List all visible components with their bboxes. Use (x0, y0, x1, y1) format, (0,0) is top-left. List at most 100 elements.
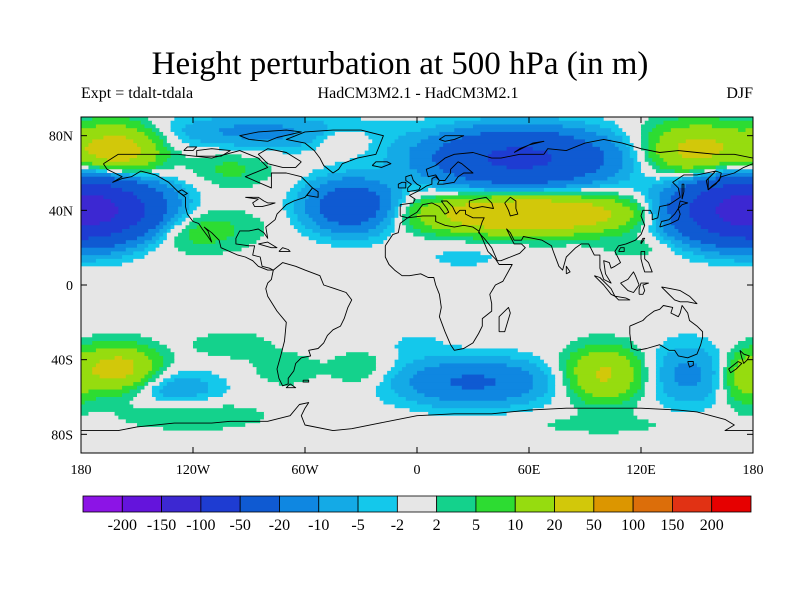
field-cell (81, 128, 138, 133)
field-cell (110, 184, 149, 189)
field-cell (148, 229, 160, 234)
field-cell (133, 363, 153, 368)
field-cell (547, 363, 560, 368)
field-cell (648, 195, 661, 200)
field-cell (614, 143, 627, 148)
field-cell (622, 400, 638, 406)
field-cell (614, 199, 631, 204)
field-cell (420, 199, 444, 204)
field-cell (394, 404, 433, 409)
field-cell (633, 341, 664, 346)
field-cell (652, 199, 661, 204)
field-cell (185, 165, 216, 170)
field-cell (387, 154, 411, 159)
field-cell (387, 236, 426, 241)
field-cell (282, 348, 399, 353)
colorbar-box (318, 495, 359, 513)
field-cell (263, 337, 403, 342)
field-cell (170, 128, 183, 133)
field-cell (648, 146, 657, 152)
field-cell (622, 128, 642, 133)
field-cell (170, 124, 187, 129)
field-cell (402, 214, 411, 219)
colorbar-label: 2 (433, 517, 441, 534)
field-cell (592, 143, 616, 148)
field-cell (454, 173, 586, 178)
field-cell (170, 143, 190, 148)
field-cell (387, 225, 396, 230)
field-cell (271, 341, 399, 346)
field-cell (409, 206, 422, 211)
colorbar-label: 100 (621, 517, 645, 534)
field-cell (655, 393, 668, 398)
field-cell (148, 184, 168, 189)
field-cell (648, 367, 657, 372)
field-cell (641, 348, 657, 353)
field-cell (323, 214, 377, 219)
field-cell (166, 139, 183, 144)
field-cell (484, 385, 534, 391)
field-cell (204, 176, 269, 182)
coastline-eurasia (399, 138, 753, 284)
field-cell (547, 389, 556, 394)
field-cell (140, 217, 164, 223)
field-cell (618, 195, 635, 200)
field-cell (689, 236, 747, 241)
field-cell (641, 139, 650, 144)
field-cell (719, 214, 753, 219)
field-cell (734, 397, 753, 402)
field-cell (461, 135, 575, 140)
field-cell (159, 229, 168, 234)
field-cell (711, 367, 720, 372)
field-cell (663, 221, 672, 226)
field-cell (607, 378, 635, 383)
field-cell (379, 195, 392, 200)
field-cell (319, 206, 381, 211)
field-cell (327, 124, 437, 129)
colorbar-label: 20 (547, 517, 563, 534)
field-cell (368, 217, 384, 223)
field-cell (155, 348, 172, 353)
field-cell (151, 128, 160, 133)
field-cell (629, 397, 642, 402)
field-cell (529, 370, 545, 376)
field-cell (316, 240, 384, 245)
lon-tick-label: 60E (518, 463, 541, 478)
field-cell (431, 158, 489, 163)
field-cell (424, 236, 474, 241)
field-cell (81, 341, 93, 346)
field-cell (394, 214, 399, 219)
field-cell (618, 352, 635, 357)
field-cell (536, 363, 549, 368)
field-cell (435, 195, 493, 200)
field-cell (603, 154, 623, 159)
field-cell (99, 359, 134, 364)
field-cell (599, 124, 620, 129)
field-cell (398, 370, 418, 376)
field-cell (555, 385, 567, 391)
field-cell (726, 165, 753, 170)
field-cell (361, 221, 381, 226)
field-cell (200, 199, 284, 204)
field-cell (174, 236, 190, 241)
field-cell (226, 382, 280, 387)
lon-tick-label: 0 (414, 463, 421, 478)
field-cell (219, 374, 261, 379)
field-cell (95, 363, 134, 368)
field-cell (137, 393, 153, 398)
field-cell (607, 135, 623, 140)
field-cell (170, 120, 194, 126)
coastline-philippines (640, 250, 653, 273)
field-cell (81, 120, 142, 126)
field-cell (81, 195, 104, 200)
field-cell (614, 131, 627, 137)
field-cell (81, 378, 142, 383)
field-cell (719, 352, 728, 357)
field-cell (641, 161, 650, 167)
field-cell (633, 187, 650, 193)
field-cell (405, 184, 433, 189)
field-cell (663, 341, 713, 346)
field-cell (81, 247, 127, 252)
field-cell (648, 243, 668, 249)
field-cell (114, 202, 146, 208)
